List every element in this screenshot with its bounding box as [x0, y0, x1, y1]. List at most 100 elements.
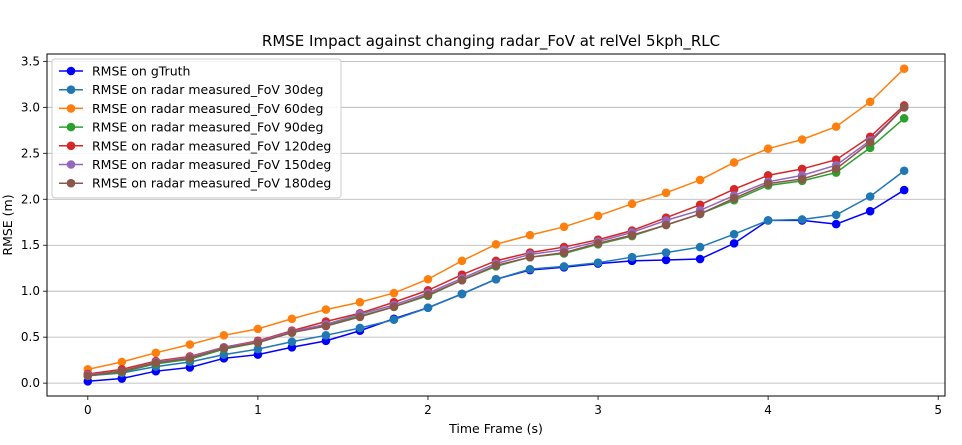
- x-axis-label: Time Frame (s): [448, 421, 543, 436]
- x-tick-label: 4: [764, 403, 772, 417]
- data-point: [151, 348, 161, 358]
- legend-entry: RMSE on gTruth: [59, 64, 190, 79]
- data-point: [661, 188, 671, 198]
- data-point: [661, 248, 671, 257]
- series-0: [83, 185, 909, 386]
- y-tick-label: 1.5: [21, 238, 40, 252]
- data-point: [899, 166, 909, 176]
- data-point: [729, 158, 739, 167]
- data-point: [355, 323, 365, 333]
- data-point: [321, 331, 331, 340]
- data-point: [899, 64, 909, 74]
- legend-label: RMSE on radar measured_FoV 60deg: [92, 101, 323, 116]
- data-point: [831, 122, 841, 131]
- data-point: [695, 175, 705, 185]
- legend-entry: RMSE on radar measured_FoV 180deg: [59, 176, 331, 191]
- legend-label: RMSE on radar measured_FoV 90deg: [92, 120, 323, 135]
- y-axis-label: RMSE (m): [0, 194, 15, 255]
- legend-label: RMSE on radar measured_FoV 180deg: [92, 176, 331, 191]
- data-point: [83, 371, 93, 381]
- data-point: [559, 248, 569, 257]
- legend-entry: RMSE on radar measured_FoV 150deg: [59, 157, 331, 172]
- data-point: [831, 210, 841, 220]
- data-point: [457, 275, 467, 285]
- data-point: [661, 255, 671, 265]
- data-point: [389, 302, 399, 312]
- series-1: [83, 166, 909, 381]
- data-point: [389, 315, 399, 324]
- data-point: [287, 337, 297, 347]
- data-point: [219, 331, 229, 340]
- legend-label: RMSE on radar measured_FoV 30deg: [92, 82, 323, 97]
- data-point: [559, 262, 569, 271]
- data-point: [763, 171, 773, 180]
- x-tick-label: 1: [254, 403, 262, 417]
- data-point: [525, 264, 535, 274]
- data-point: [865, 137, 875, 147]
- data-point: [797, 215, 807, 224]
- y-tick-label: 1.0: [21, 284, 40, 298]
- data-point: [729, 239, 739, 248]
- data-point: [797, 164, 807, 174]
- data-point: [797, 174, 807, 184]
- legend-marker: [66, 122, 76, 132]
- data-point: [695, 242, 705, 252]
- data-point: [423, 274, 433, 284]
- data-point: [627, 252, 637, 262]
- data-point: [695, 254, 705, 264]
- data-point: [491, 240, 501, 249]
- data-point: [593, 258, 603, 267]
- x-tick-label: 3: [594, 403, 602, 417]
- y-tick-label: 0.0: [21, 376, 40, 390]
- chart-title: RMSE Impact against changing radar_FoV a…: [262, 32, 720, 51]
- legend-marker: [66, 104, 76, 113]
- data-point: [219, 343, 229, 353]
- data-point: [627, 230, 637, 240]
- data-point: [763, 216, 773, 225]
- data-point: [423, 303, 433, 313]
- data-point: [253, 338, 263, 347]
- data-point: [899, 114, 909, 123]
- data-point: [831, 219, 841, 229]
- data-point: [593, 211, 603, 221]
- data-point: [729, 194, 739, 203]
- y-tick-label: 3.0: [21, 100, 40, 114]
- legend-marker: [66, 160, 76, 169]
- legend-marker: [66, 178, 76, 188]
- data-point: [185, 340, 195, 349]
- data-point: [525, 230, 535, 240]
- data-point: [457, 256, 467, 266]
- data-point: [151, 358, 161, 368]
- data-point: [865, 192, 875, 201]
- data-point: [287, 328, 297, 337]
- data-point: [423, 290, 433, 300]
- legend-entry: RMSE on radar measured_FoV 30deg: [59, 82, 323, 97]
- legend-label: RMSE on radar measured_FoV 120deg: [92, 138, 331, 153]
- data-point: [763, 179, 773, 188]
- data-point: [593, 239, 603, 248]
- legend-entry: RMSE on radar measured_FoV 90deg: [59, 120, 323, 135]
- data-point: [899, 185, 909, 195]
- x-tick-label: 2: [424, 403, 432, 417]
- data-point: [355, 312, 365, 322]
- data-point: [491, 274, 501, 284]
- data-point: [355, 297, 365, 307]
- data-point: [729, 229, 739, 239]
- data-point: [491, 261, 501, 270]
- y-tick-label: 3.5: [21, 54, 40, 68]
- data-point: [627, 199, 637, 209]
- series-line: [87, 170, 905, 377]
- legend-label: RMSE on gTruth: [92, 64, 190, 79]
- data-point: [253, 324, 263, 334]
- y-tick-label: 2.0: [21, 192, 40, 206]
- legend-marker: [66, 85, 76, 94]
- y-tick-label: 0.5: [21, 330, 40, 344]
- data-point: [763, 144, 773, 153]
- legend-entry: RMSE on radar measured_FoV 60deg: [59, 101, 323, 116]
- series-2: [83, 64, 909, 374]
- data-point: [899, 103, 909, 112]
- data-point: [729, 184, 739, 194]
- data-point: [831, 164, 841, 174]
- data-point: [287, 314, 297, 324]
